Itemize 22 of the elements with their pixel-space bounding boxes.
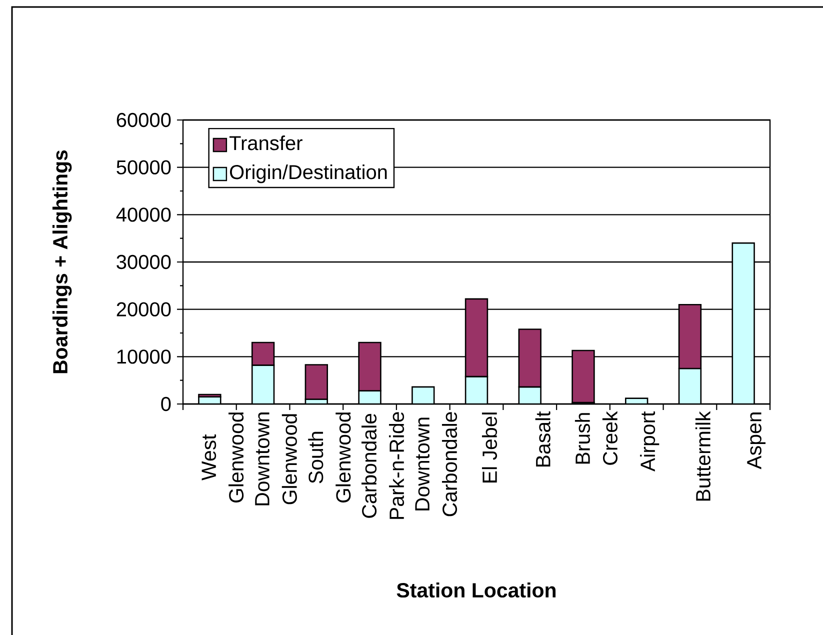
y-tick-label: 30000 (116, 254, 171, 270)
y-tick-label: 10000 (117, 350, 171, 364)
x-tick-label: Brush Creek (574, 411, 618, 465)
y-tick-label: 60000 (116, 112, 171, 128)
x-tick-label: Downtown Carbondale (415, 412, 458, 516)
x-tick-label: Buttermilk (695, 411, 710, 501)
x-tick-label: Carbondale Park-n-Ride (361, 412, 404, 519)
y-tick-label: 20000 (116, 302, 171, 316)
y-axis-title: Boardings + Alightings (52, 150, 72, 374)
x-tick-label: El Jebel (482, 412, 498, 482)
legend-label: Transfer (229, 136, 302, 150)
x-tick-label: West Glenwood (202, 412, 244, 502)
legend-label: Origin/Destination (230, 164, 387, 184)
x-tick-label: Airport (640, 411, 660, 472)
x-tick-label: Downtown Glenwood (255, 412, 297, 506)
x-tick-label: Aspen (747, 412, 766, 470)
y-tick-label: 50000 (116, 160, 171, 174)
y-tick-label: 0 (161, 396, 171, 412)
x-axis-title: Station Location (396, 582, 556, 598)
y-tick-label: 40000 (116, 208, 171, 222)
x-tick-label: South Glenwood (308, 412, 351, 502)
x-tick-label: Basalt (535, 411, 550, 466)
